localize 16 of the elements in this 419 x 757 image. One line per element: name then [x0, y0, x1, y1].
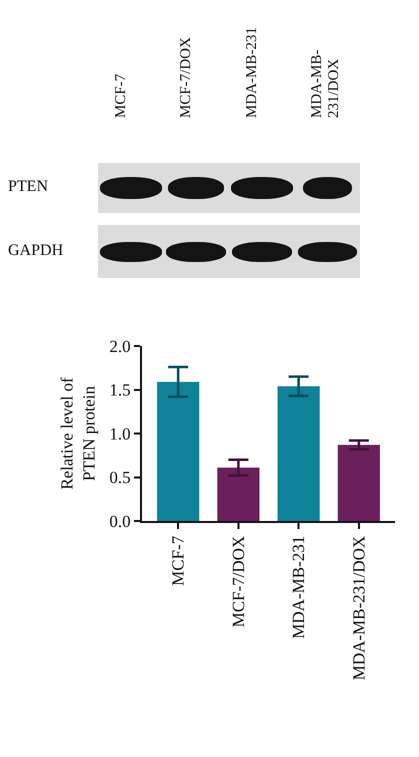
x-tick-label: MDA-MB-231 [289, 536, 308, 639]
x-tick-label: MCF-7/DOX [228, 536, 248, 628]
y-tick-label: 1.0 [109, 424, 131, 444]
category-label: MDA-MB-231 [244, 27, 260, 118]
y-tick-label: 1.5 [109, 380, 131, 400]
text: GAPDH [8, 242, 64, 260]
y-tick-label: 0.5 [109, 468, 131, 488]
text: PTEN [8, 178, 48, 196]
x-tick-label: MCF-7 [168, 535, 188, 586]
category-label: MCF-7 [112, 74, 129, 118]
y-axis-title: Relative level of PTEN protein [57, 376, 98, 490]
x-tick-label: MDA-MB-231/DOX [349, 536, 368, 680]
y-tick-label: 0.0 [109, 512, 131, 531]
category-label: MDA-MB-231/DOX [309, 50, 342, 118]
y-tick-label: 2.0 [109, 336, 131, 356]
category-label: MCF-7/DOX [178, 37, 194, 118]
